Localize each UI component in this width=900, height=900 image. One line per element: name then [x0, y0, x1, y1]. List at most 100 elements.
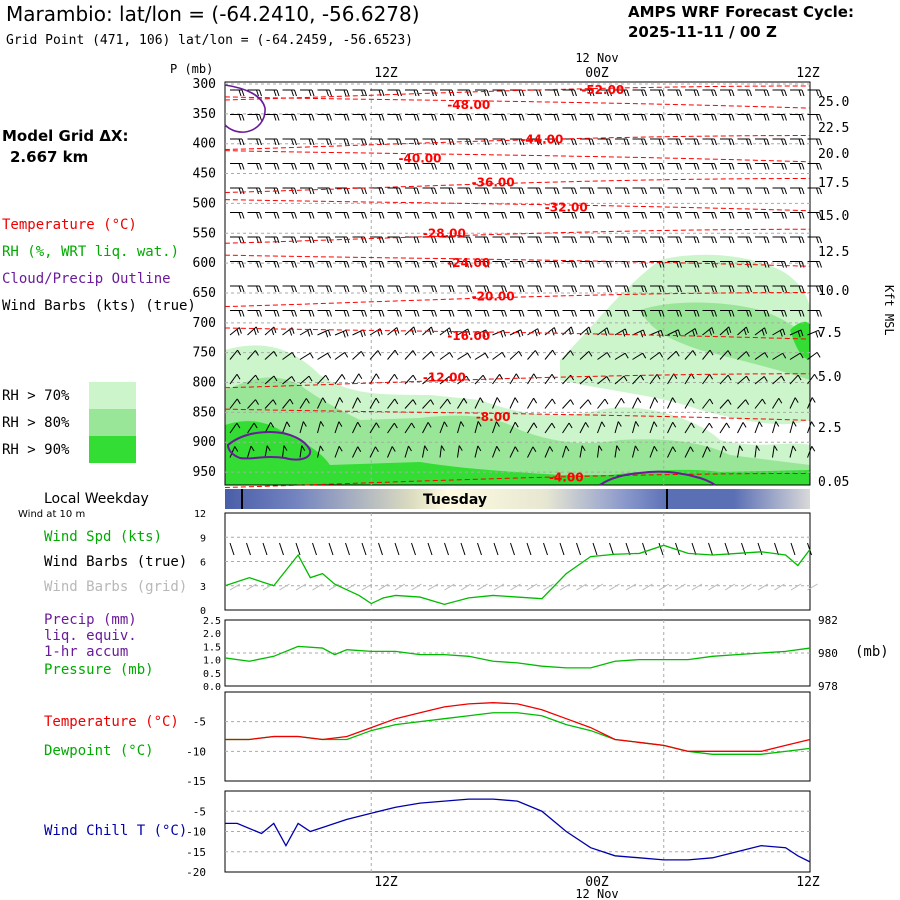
wind-barb-feather [641, 114, 644, 121]
wind-barb-feather [553, 236, 557, 244]
wind-barb-feather [679, 138, 682, 146]
wind-barb-feather [253, 422, 258, 429]
wind-barb-feather [431, 375, 435, 382]
wind-barb-feather [361, 187, 364, 195]
wind-barb [579, 375, 590, 385]
wind-barb-feather [357, 446, 362, 452]
panel-frame [224, 691, 811, 782]
label-windchill: Wind Chill T (°C) [44, 823, 188, 839]
wind-panel: 0 3 6 9 12 [194, 509, 818, 617]
wind-barb [754, 398, 763, 409]
wind-barb-feather [360, 351, 365, 357]
temperature-contours: -52.00 -48.00 -44.00 -40.00 -36.00 -32.00 -28.… [224, 83, 811, 488]
wind-barb-feather [343, 212, 347, 219]
wind-barb [474, 421, 479, 434]
wind-barb-feather [801, 236, 805, 244]
wind-barb-feather [443, 421, 448, 428]
wind-barb-feather [427, 422, 432, 428]
wind-barb-feather [259, 138, 262, 146]
wind-barb-feather [469, 89, 472, 97]
wind-barb [509, 350, 520, 360]
wind-barb [282, 445, 285, 458]
wind-barb-feather [343, 187, 347, 195]
wind-barb-feather [679, 114, 682, 121]
wind-barb-feather [391, 446, 396, 452]
wind-barb-feather [581, 445, 586, 451]
wind-barb-feather [801, 89, 805, 97]
wind-barb-feather [708, 422, 713, 429]
wind-barb [649, 397, 656, 409]
wind-barb-feather [714, 138, 717, 146]
wind-barb-feather [816, 285, 819, 293]
wind-barb-grid [229, 583, 241, 591]
wind-barb-feather [236, 329, 240, 336]
wind-barb-feather [273, 285, 277, 293]
wind-barb-feather [346, 89, 350, 97]
wind-barb-feather [658, 236, 662, 244]
wind-barb-feather [679, 89, 682, 97]
temperature-panel: -5 -10 -15 [186, 691, 811, 788]
wind-barb-feather [601, 421, 606, 428]
wind-barb-feather [434, 261, 437, 268]
height-tick-label: 2.5 [818, 421, 841, 436]
wind-barb-feather [289, 329, 293, 336]
wind-barb [299, 352, 311, 360]
wind-barb-feather [375, 373, 380, 380]
wind-barb-feather [792, 445, 797, 452]
wind-barb-feather [763, 376, 768, 382]
wind-barb-feather [623, 261, 627, 268]
wind-barb-feather [276, 310, 280, 317]
wind-barb [649, 446, 655, 458]
wind-barb-feather [484, 352, 489, 359]
wind-barb-feather [448, 310, 452, 317]
wind-barb-feather [378, 261, 382, 268]
wind-barb-feather [416, 114, 420, 121]
wind-barb-feather [609, 310, 612, 317]
pressure-tick-label: 700 [193, 316, 216, 331]
wind-barb-feather [238, 114, 242, 121]
wind-barb-feather [346, 261, 350, 268]
wind-barb [702, 422, 710, 434]
wind-barb-feather [819, 285, 822, 293]
wind-barb-feather [606, 236, 609, 244]
wind-barb-feather [731, 285, 735, 293]
wind-barb-feather [553, 310, 557, 317]
wind-barb-feather [416, 261, 420, 268]
wind-barb [422, 375, 432, 385]
wind-barb-feather [711, 285, 714, 293]
wind-barb-feather [571, 212, 574, 219]
wind-barb [807, 351, 818, 360]
wind-barb-feather [763, 163, 767, 170]
wind-barb [387, 398, 396, 409]
wind-barb-feather [661, 212, 665, 219]
wind-barb-true [526, 542, 532, 556]
wind-barb-feather [266, 445, 271, 451]
wind-barb-feather [396, 212, 399, 219]
wind-barb [579, 445, 583, 458]
temperature-contour [224, 408, 811, 421]
wind-barb [789, 352, 801, 360]
legend-rh90: RH > 90% [2, 442, 70, 458]
wind-barb-feather [536, 310, 539, 317]
wind-barb-true [444, 542, 449, 556]
wind-barb-feather [346, 138, 350, 146]
wind-barb-true [625, 542, 631, 556]
wind-barb-feather [811, 421, 815, 427]
wind-barb-feather [273, 89, 277, 97]
wind-barb-grid [279, 583, 290, 591]
wind-barb-feather [360, 330, 364, 338]
temperature-contour [224, 96, 811, 109]
wind-barb-feather [641, 163, 644, 170]
wind-barb [719, 350, 729, 360]
wind-barb-feather [606, 352, 611, 358]
wind-barb-feather [451, 310, 455, 317]
wind-barb [264, 399, 274, 409]
wind-barb-feather [430, 326, 434, 334]
wind-tick-label: 3 [200, 582, 206, 593]
wind-barb-feather [693, 89, 697, 97]
wind-barb-feather [378, 187, 382, 195]
wind-barb-feather [626, 114, 630, 121]
wind-barb-feather [326, 261, 329, 268]
wind-barb [772, 398, 780, 409]
wind-barb-true [246, 542, 251, 556]
